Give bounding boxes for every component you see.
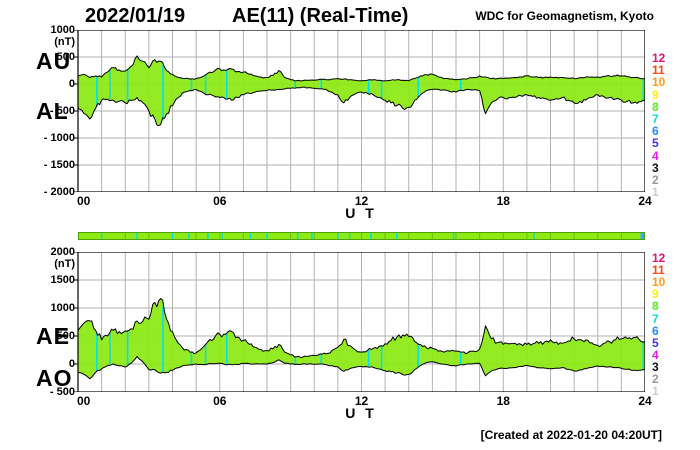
y-tick-label: 1500 bbox=[50, 274, 75, 286]
y-tick-label: - 2000 bbox=[43, 186, 75, 198]
station-number-11: 11 bbox=[652, 63, 665, 78]
x-tick-label: 18 bbox=[496, 394, 510, 408]
x-tick-label: 24 bbox=[638, 394, 652, 408]
ae-ao-chart bbox=[73, 252, 645, 392]
y-axis-unit-label: (nT) bbox=[54, 258, 75, 270]
station-number-9: 9 bbox=[652, 287, 659, 302]
station-number-6: 6 bbox=[652, 124, 659, 139]
station-number-5: 5 bbox=[652, 335, 659, 350]
station-number-10: 10 bbox=[652, 275, 666, 290]
ao-index-label: AO bbox=[36, 365, 73, 391]
created-timestamp: [Created at 2022-01-20 04:20UT] bbox=[480, 428, 662, 442]
page-title: AE(11) (Real-Time) bbox=[232, 5, 409, 27]
panel1-ut-label: U T bbox=[345, 205, 377, 221]
y-tick-label: 500 bbox=[56, 51, 75, 63]
station-number-2: 2 bbox=[652, 173, 659, 187]
y-tick-label: - 500 bbox=[49, 386, 75, 398]
station-number-7: 7 bbox=[652, 311, 659, 326]
station-number-7: 7 bbox=[652, 112, 659, 126]
y-tick-label: - 1500 bbox=[43, 159, 75, 171]
data-availability-bar bbox=[78, 232, 645, 240]
y-tick-label: 500 bbox=[56, 330, 75, 342]
station-number-12: 12 bbox=[652, 51, 666, 65]
station-number-4: 4 bbox=[652, 347, 659, 362]
y-axis-unit-label: (nT) bbox=[54, 36, 75, 48]
x-tick-label: 00 bbox=[77, 394, 91, 408]
station-number-10: 10 bbox=[652, 75, 666, 90]
al-index-label: AL bbox=[36, 98, 69, 124]
station-number-9: 9 bbox=[652, 87, 659, 102]
au-al-chart bbox=[73, 30, 645, 192]
x-tick-label: 12 bbox=[354, 194, 369, 208]
station-number-1: 1 bbox=[652, 384, 659, 399]
x-tick-label: 12 bbox=[354, 394, 369, 408]
y-tick-label: 1000 bbox=[50, 302, 75, 314]
station-number-2: 2 bbox=[652, 372, 659, 386]
station-number-6: 6 bbox=[652, 323, 659, 338]
x-tick-label: 06 bbox=[213, 394, 227, 408]
station-number-1: 1 bbox=[652, 185, 659, 200]
y-tick-label: - 500 bbox=[49, 105, 75, 117]
station-number-3: 3 bbox=[652, 359, 659, 374]
ae-index-label: AE bbox=[36, 323, 70, 349]
credit-label: WDC for Geomagnetism, Kyoto bbox=[475, 9, 654, 23]
au-index-label: AU bbox=[36, 48, 72, 74]
y-tick-label: 0 bbox=[68, 358, 75, 370]
y-tick-label: 2000 bbox=[50, 246, 75, 258]
x-tick-label: 24 bbox=[638, 194, 652, 208]
station-number-11: 11 bbox=[652, 263, 665, 278]
x-tick-label: 06 bbox=[213, 194, 227, 208]
x-tick-label: 18 bbox=[496, 194, 510, 208]
y-tick-label: 1000 bbox=[50, 24, 75, 36]
station-number-3: 3 bbox=[652, 160, 659, 175]
y-tick-label: 0 bbox=[68, 78, 75, 90]
station-number-12: 12 bbox=[652, 251, 666, 265]
station-number-4: 4 bbox=[652, 148, 659, 163]
x-tick-label: 00 bbox=[77, 194, 91, 208]
station-number-5: 5 bbox=[652, 136, 659, 151]
panel2-ut-label: U T bbox=[345, 405, 377, 421]
y-tick-label: - 1000 bbox=[43, 132, 75, 144]
date-title: 2022/01/19 bbox=[85, 5, 186, 27]
station-number-8: 8 bbox=[652, 299, 659, 314]
station-number-8: 8 bbox=[652, 99, 659, 114]
